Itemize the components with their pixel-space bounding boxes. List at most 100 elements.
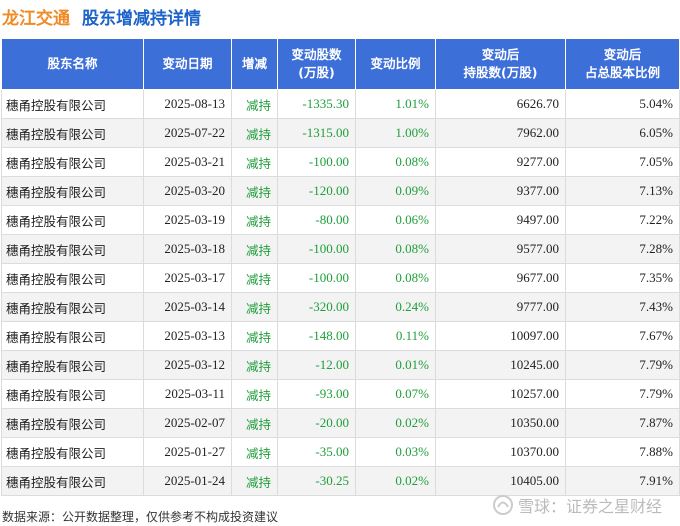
brand-text: 雪球：证券之星财经 (517, 497, 662, 516)
change-ratio-cell: 0.09% (355, 176, 436, 206)
change-shares-cell: -20.00 (277, 408, 356, 438)
change-ratio-cell: 0.07% (355, 379, 436, 409)
shares-after-cell: 10405.00 (435, 466, 566, 496)
change-ratio-cell: 0.02% (355, 466, 436, 496)
change-date-cell: 2025-03-12 (143, 350, 232, 380)
change-date-cell: 2025-03-20 (143, 176, 232, 206)
shareholder-name-cell: 穗甬控股有限公司 (1, 234, 144, 264)
ratio-after-cell: 7.79% (565, 379, 680, 409)
change-date-cell: 2025-07-22 (143, 118, 232, 148)
direction-cell: 减持 (231, 205, 278, 235)
change-shares-cell: -320.00 (277, 292, 356, 322)
shares-after-cell: 10350.00 (435, 408, 566, 438)
brand-watermark: 雪球：证券之星财经 (492, 493, 662, 517)
table-row[interactable]: 穗甬控股有限公司 2025-03-18 减持 -100.00 0.08% 9577.00 7… (1, 234, 680, 264)
ratio-after-cell: 7.35% (565, 263, 680, 293)
shareholder-name-cell: 穗甬控股有限公司 (1, 292, 144, 322)
column-header-direction[interactable]: 增减 (231, 38, 278, 90)
change-ratio-cell: 0.02% (355, 408, 436, 438)
change-shares-cell: -30.25 (277, 466, 356, 496)
ratio-after-cell: 6.05% (565, 118, 680, 148)
direction-cell: 减持 (231, 437, 278, 467)
page-title: 股东增减持详情 (82, 8, 201, 29)
change-shares-cell: -100.00 (277, 147, 356, 177)
shares-after-cell: 10097.00 (435, 321, 566, 351)
change-ratio-cell: 1.00% (355, 118, 436, 148)
column-header-shareholder-name[interactable]: 股东名称 (1, 38, 144, 90)
table-row[interactable]: 穗甬控股有限公司 2025-03-13 减持 -148.00 0.11% 10097.00… (1, 321, 680, 351)
change-date-cell: 2025-03-13 (143, 321, 232, 351)
change-shares-cell: -1335.30 (277, 89, 356, 119)
direction-cell: 减持 (231, 321, 278, 351)
column-header-change-shares[interactable]: 变动股数 (万股) (277, 38, 356, 90)
change-date-cell: 2025-03-11 (143, 379, 232, 409)
shares-after-cell: 9577.00 (435, 234, 566, 264)
table-row[interactable]: 穗甬控股有限公司 2025-03-14 减持 -320.00 0.24% 9777.00 7… (1, 292, 680, 322)
table-row[interactable]: 穗甬控股有限公司 2025-08-13 减持 -1335.30 1.01% 6626.70… (1, 89, 680, 119)
shareholder-name-cell: 穗甬控股有限公司 (1, 118, 144, 148)
change-ratio-cell: 0.08% (355, 263, 436, 293)
shares-after-cell: 9777.00 (435, 292, 566, 322)
change-date-cell: 2025-03-14 (143, 292, 232, 322)
shareholder-name-cell: 穗甬控股有限公司 (1, 350, 144, 380)
ratio-after-cell: 7.67% (565, 321, 680, 351)
shares-after-cell: 10245.00 (435, 350, 566, 380)
column-header-ratio-after[interactable]: 变动后 占总股本比例 (565, 38, 680, 90)
change-ratio-cell: 0.06% (355, 205, 436, 235)
table-row[interactable]: 穗甬控股有限公司 2025-03-21 减持 -100.00 0.08% 9277.00 7… (1, 147, 680, 177)
header: 龙江交通 股东增减持详情 (0, 0, 680, 32)
change-shares-cell: -12.00 (277, 350, 356, 380)
table-row[interactable]: 穗甬控股有限公司 2025-03-20 减持 -120.00 0.09% 9377.00 7… (1, 176, 680, 206)
table-row[interactable]: 穗甬控股有限公司 2025-07-22 减持 -1315.00 1.00% 7962.00… (1, 118, 680, 148)
shareholder-name-cell: 穗甬控股有限公司 (1, 176, 144, 206)
change-date-cell: 2025-03-17 (143, 263, 232, 293)
shares-after-cell: 6626.70 (435, 89, 566, 119)
shares-after-cell: 9377.00 (435, 176, 566, 206)
ratio-after-cell: 7.88% (565, 437, 680, 467)
change-date-cell: 2025-03-18 (143, 234, 232, 264)
shareholder-name-cell: 穗甬控股有限公司 (1, 379, 144, 409)
table-row[interactable]: 穗甬控股有限公司 2025-03-19 减持 -80.00 0.06% 9497.00 7.… (1, 205, 680, 235)
ratio-after-cell: 7.28% (565, 234, 680, 264)
ratio-after-cell: 7.91% (565, 466, 680, 496)
change-ratio-cell: 0.03% (355, 437, 436, 467)
shares-after-cell: 9677.00 (435, 263, 566, 293)
shareholder-name-cell: 穗甬控股有限公司 (1, 466, 144, 496)
direction-cell: 减持 (231, 263, 278, 293)
direction-cell: 减持 (231, 292, 278, 322)
change-date-cell: 2025-01-24 (143, 466, 232, 496)
table-row[interactable]: 穗甬控股有限公司 2025-03-11 减持 -93.00 0.07% 10257.00 7… (1, 379, 680, 409)
snowball-icon (492, 495, 513, 515)
ratio-after-cell: 7.87% (565, 408, 680, 438)
column-header-change-ratio[interactable]: 变动比例 (355, 38, 436, 90)
table-row[interactable]: 穗甬控股有限公司 2025-03-17 减持 -100.00 0.08% 9677.00 7… (1, 263, 680, 293)
change-shares-cell: -148.00 (277, 321, 356, 351)
ratio-after-cell: 5.04% (565, 89, 680, 119)
change-date-cell: 2025-02-07 (143, 408, 232, 438)
change-shares-cell: -1315.00 (277, 118, 356, 148)
ratio-after-cell: 7.05% (565, 147, 680, 177)
change-shares-cell: -100.00 (277, 234, 356, 264)
change-shares-cell: -80.00 (277, 205, 356, 235)
table-row[interactable]: 穗甬控股有限公司 2025-01-27 减持 -35.00 0.03% 10370.00 7… (1, 437, 680, 467)
change-shares-cell: -35.00 (277, 437, 356, 467)
column-header-shares-after[interactable]: 变动后 持股数(万股) (435, 38, 566, 90)
table-row[interactable]: 穗甬控股有限公司 2025-02-07 减持 -20.00 0.02% 10350.00 7… (1, 408, 680, 438)
direction-cell: 减持 (231, 408, 278, 438)
shareholder-name-cell: 穗甬控股有限公司 (1, 147, 144, 177)
table-body: 穗甬控股有限公司 2025-08-13 减持 -1335.30 1.01% 6626.70… (1, 89, 680, 496)
shareholder-name-cell: 穗甬控股有限公司 (1, 321, 144, 351)
column-header-change-date[interactable]: 变动日期 (143, 38, 232, 90)
shareholder-name-cell: 穗甬控股有限公司 (1, 89, 144, 119)
shareholder-name-cell: 穗甬控股有限公司 (1, 408, 144, 438)
shares-after-cell: 9497.00 (435, 205, 566, 235)
table-row[interactable]: 穗甬控股有限公司 2025-01-24 减持 -30.25 0.02% 10405.00 7… (1, 466, 680, 496)
table-row[interactable]: 穗甬控股有限公司 2025-03-12 减持 -12.00 0.01% 10245.00 7… (1, 350, 680, 380)
change-date-cell: 2025-03-21 (143, 147, 232, 177)
change-ratio-cell: 0.24% (355, 292, 436, 322)
change-date-cell: 2025-01-27 (143, 437, 232, 467)
direction-cell: 减持 (231, 350, 278, 380)
company-name[interactable]: 龙江交通 (2, 8, 70, 29)
shareholder-name-cell: 穗甬控股有限公司 (1, 263, 144, 293)
shares-after-cell: 10370.00 (435, 437, 566, 467)
